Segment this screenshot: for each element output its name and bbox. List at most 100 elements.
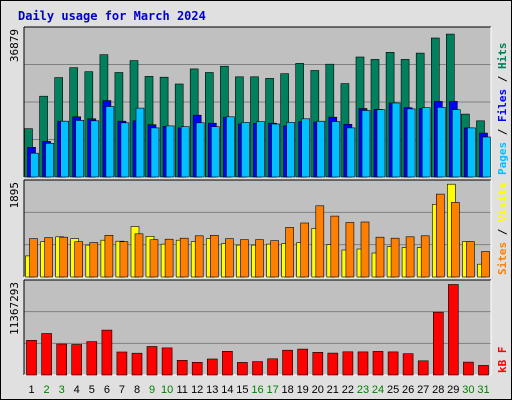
bar-pages-day-15 [241,122,250,178]
bar-kb-f-day-6 [101,329,113,376]
series-sites [29,193,490,278]
bar-sites-day-3 [59,236,69,278]
x-tick-day-9: 9 [149,384,155,396]
bar-sites-day-8 [134,233,144,278]
x-tick-day-11: 11 [176,384,187,396]
panel-hits-files-pages: 36879 Pages / Files / Hits [8,26,509,178]
panel-legend: Pages / Files / Hits [496,43,509,176]
bar-pages-day-23 [361,110,371,178]
x-tick-day-21: 21 [327,384,339,396]
y-max-label: 1895 [8,182,21,209]
bar-pages-day-13 [211,126,220,178]
bar-pages-day-22 [346,127,356,178]
bar-kb-f-day-2 [41,333,52,376]
bar-sites-day-10 [164,238,174,278]
bar-pages-day-26 [406,108,416,178]
bar-kb-f-day-8 [131,352,143,376]
bar-sites-day-29 [450,202,460,278]
bar-sites-day-28 [435,193,445,278]
bar-kb-f-day-13 [207,358,218,376]
bar-kb-f-day-14 [222,350,233,376]
bar-sites-day-24 [375,236,385,278]
bar-sites-day-4 [74,241,83,278]
bar-sites-day-31 [481,251,490,278]
bar-pages-day-19 [301,118,311,178]
bar-sites-day-7 [119,241,129,278]
x-tick-day-7: 7 [119,384,125,396]
bar-pages-day-6 [105,106,115,178]
x-tick-day-5: 5 [89,384,95,396]
legend-entry: / [496,222,509,242]
bar-kb-f-day-25 [387,351,399,376]
bar-sites-day-16 [255,239,264,278]
bar-sites-day-12 [194,235,204,278]
bar-sites-day-11 [179,237,189,278]
bar-pages-day-8 [135,107,145,178]
bar-kb-f-day-7 [116,351,128,376]
panel-legend: kB F [496,347,509,374]
bar-sites-day-23 [360,221,370,278]
x-tick-day-19: 19 [297,384,309,396]
bar-kb-f-day-15 [237,362,248,376]
x-tick-day-4: 4 [74,384,80,396]
x-tick-day-12: 12 [191,384,203,396]
x-tick-day-13: 13 [206,384,218,396]
x-tick-day-15: 15 [236,384,248,396]
bar-pages-day-3 [60,120,70,178]
bar-pages-day-10 [165,125,175,178]
x-tick-day-29: 29 [447,384,459,396]
bar-kb-f-day-3 [56,343,68,376]
bar-pages-day-17 [271,123,280,178]
bar-sites-day-21 [330,215,340,278]
bar-kb-f-day-27 [417,360,429,376]
bar-kb-f-day-9 [146,346,158,376]
bar-pages-day-5 [90,120,100,178]
legend-entry: / [496,69,509,89]
x-tick-day-1: 1 [28,384,34,396]
bar-kb-f-day-21 [327,352,339,376]
bar-kb-f-day-4 [71,344,82,376]
bar-sites-day-22 [345,222,355,278]
x-tick-day-27: 27 [417,384,429,396]
y-max-label: 36879 [8,29,21,62]
bar-kb-f-day-17 [267,358,278,376]
bar-kb-f-day-5 [86,341,98,376]
bar-kb-f-day-31 [478,365,489,376]
x-tick-day-3: 3 [59,384,65,396]
x-tick-day-22: 22 [342,384,354,396]
x-tick-day-26: 26 [402,384,414,396]
bar-pages-day-21 [331,121,341,178]
bar-kb-f-day-1 [26,339,37,376]
x-tick-day-16: 16 [251,384,263,396]
x-axis-labels: 1 2 3 4 5 6 7 8 9 10 11 12 13 14 15 16 17 18 19 20 21 22 23 24 2… [28,384,489,396]
bar-sites-day-25 [390,237,400,278]
y-max-label: 11367293 [8,282,21,335]
bar-pages-day-16 [256,121,265,178]
bar-sites-day-6 [104,235,114,278]
bar-pages-day-25 [391,102,401,178]
bar-pages-day-14 [226,116,235,178]
x-tick-day-18: 18 [281,384,293,396]
bar-pages-day-12 [195,122,205,178]
x-tick-day-30: 30 [462,384,474,396]
bar-kb-f-day-16 [252,361,263,376]
bar-sites-day-17 [270,240,279,278]
x-tick-day-10: 10 [161,384,173,396]
bar-pages-day-2 [45,143,54,178]
x-tick-day-24: 24 [372,384,384,396]
bar-pages-day-24 [376,109,386,178]
bar-sites-day-26 [405,236,415,278]
legend-entry: Hits [496,43,509,70]
legend-entry: / [496,122,509,142]
bar-sites-day-30 [466,241,475,278]
bar-pages-day-20 [316,120,326,178]
bar-sites-day-14 [225,238,234,278]
bar-kb-f-day-28 [432,311,444,376]
bar-pages-day-31 [482,136,491,178]
bar-sites-day-19 [300,222,310,278]
panel-sites-visits: 1895 Sites / Visits [8,179,509,278]
bar-kb-f-day-23 [357,351,369,376]
x-tick-day-14: 14 [221,384,233,396]
bar-pages-day-9 [150,127,160,178]
